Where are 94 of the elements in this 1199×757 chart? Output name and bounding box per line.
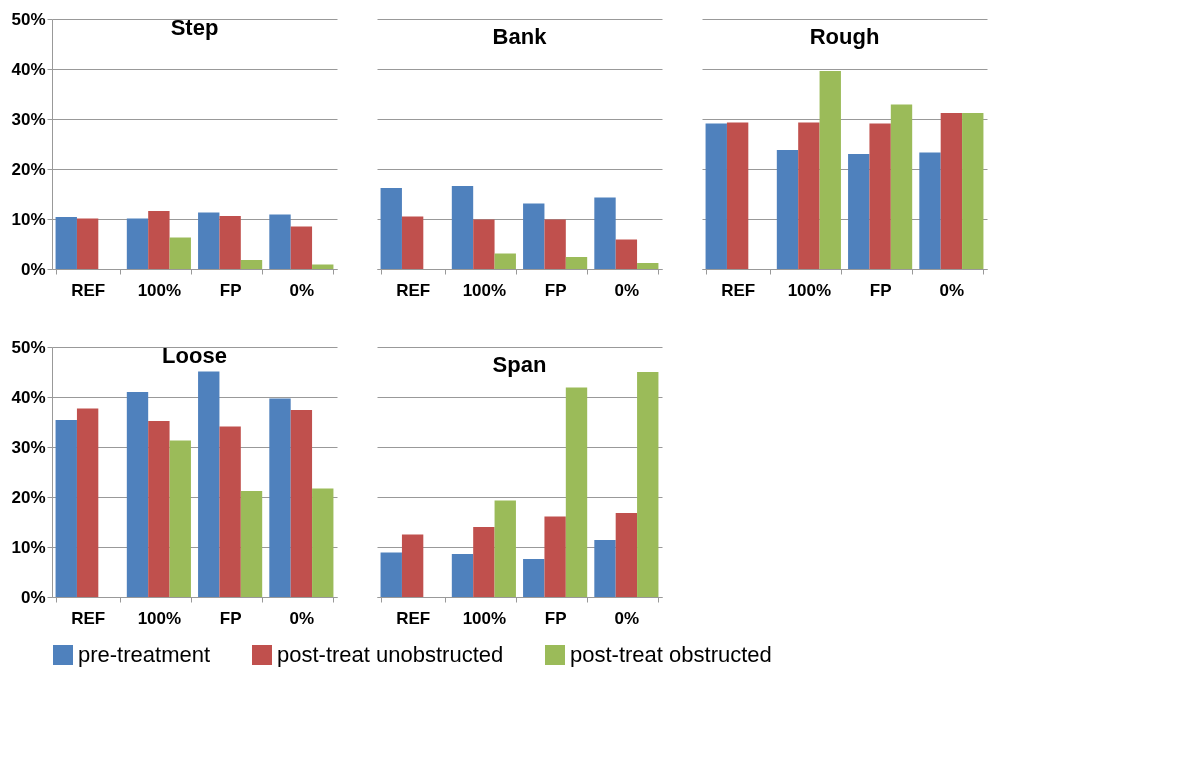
bar	[55, 217, 77, 269]
x-tick-label: REF	[71, 280, 106, 300]
bar	[76, 218, 99, 269]
bar	[76, 408, 99, 597]
bar	[240, 491, 263, 597]
bar	[523, 203, 545, 269]
bar	[169, 237, 191, 269]
bar	[798, 122, 820, 269]
chart-title: Bank	[492, 24, 548, 49]
x-tick-label: 100%	[137, 608, 182, 628]
x-tick-label: 100%	[137, 280, 182, 300]
bar	[940, 113, 963, 269]
bar	[962, 113, 984, 269]
x-tick-label: 100%	[462, 280, 507, 300]
bar	[269, 398, 291, 597]
bar	[523, 559, 545, 597]
bar	[198, 212, 220, 269]
x-tick-label: REF	[721, 280, 756, 300]
x-tick-label: 100%	[462, 608, 507, 628]
chart-title: Span	[492, 352, 547, 377]
bar	[380, 188, 402, 269]
bar	[494, 500, 516, 597]
bar	[869, 123, 891, 269]
bar	[594, 540, 616, 597]
bar	[451, 186, 474, 269]
bar	[615, 513, 638, 597]
y-tick-label: 20%	[11, 159, 46, 179]
legend-label: post-treat obstructed	[570, 642, 772, 667]
x-tick-label: 100%	[787, 280, 832, 300]
y-tick-label: 0%	[20, 587, 46, 607]
bar	[148, 421, 170, 597]
x-tick-label: FP	[544, 280, 567, 300]
bar	[269, 214, 291, 269]
bar	[473, 527, 495, 597]
bar	[198, 371, 220, 597]
bar	[565, 387, 588, 597]
x-tick-label: REF	[71, 608, 106, 628]
legend-label: pre-treatment	[78, 642, 211, 667]
y-tick-label: 40%	[11, 387, 46, 407]
bar	[401, 534, 424, 597]
x-tick-label: FP	[869, 280, 892, 300]
y-tick-label: 40%	[11, 59, 46, 79]
bar	[726, 122, 749, 269]
x-tick-label: FP	[544, 608, 567, 628]
bar	[148, 211, 170, 269]
y-tick-label: 50%	[11, 337, 46, 357]
x-tick-label: FP	[219, 280, 242, 300]
x-tick-label: 0%	[289, 280, 315, 300]
bar	[705, 123, 727, 269]
chart-title: Rough	[809, 24, 880, 49]
bar	[544, 516, 566, 597]
x-tick-label: 0%	[614, 608, 640, 628]
bar	[290, 410, 313, 597]
bar	[473, 219, 495, 269]
bar	[169, 440, 191, 597]
bar	[126, 218, 149, 269]
bar	[312, 488, 334, 597]
x-tick-label: 0%	[289, 608, 315, 628]
chart-title: Step	[170, 15, 219, 40]
bar	[565, 257, 588, 269]
y-tick-label: 10%	[11, 209, 46, 229]
bar	[615, 239, 638, 269]
bar	[637, 372, 659, 597]
x-tick-label: REF	[396, 608, 431, 628]
y-tick-label: 50%	[11, 9, 46, 29]
bar	[126, 392, 149, 597]
y-tick-label: 0%	[20, 259, 46, 279]
bar	[848, 154, 870, 269]
bar	[240, 260, 263, 269]
chart-title: Loose	[162, 343, 227, 368]
y-tick-label: 30%	[11, 109, 46, 129]
bar	[290, 226, 313, 269]
bar	[776, 150, 799, 269]
x-tick-label: FP	[219, 608, 242, 628]
bar	[219, 426, 241, 597]
bar	[637, 263, 659, 269]
x-tick-label: 0%	[939, 280, 965, 300]
bar	[919, 152, 941, 269]
bar	[380, 552, 402, 597]
bar	[219, 216, 241, 269]
y-tick-label: 10%	[11, 537, 46, 557]
x-tick-label: REF	[396, 280, 431, 300]
bar	[819, 71, 841, 269]
bar	[890, 104, 913, 269]
legend-label: post-treat unobstructed	[277, 642, 504, 667]
bar	[451, 554, 474, 597]
bar	[494, 253, 516, 269]
x-tick-label: 0%	[614, 280, 640, 300]
y-tick-label: 30%	[11, 437, 46, 457]
y-tick-label: 20%	[11, 487, 46, 507]
bar	[544, 219, 566, 269]
bar	[594, 197, 616, 269]
bar	[401, 216, 424, 269]
bar	[55, 420, 77, 597]
